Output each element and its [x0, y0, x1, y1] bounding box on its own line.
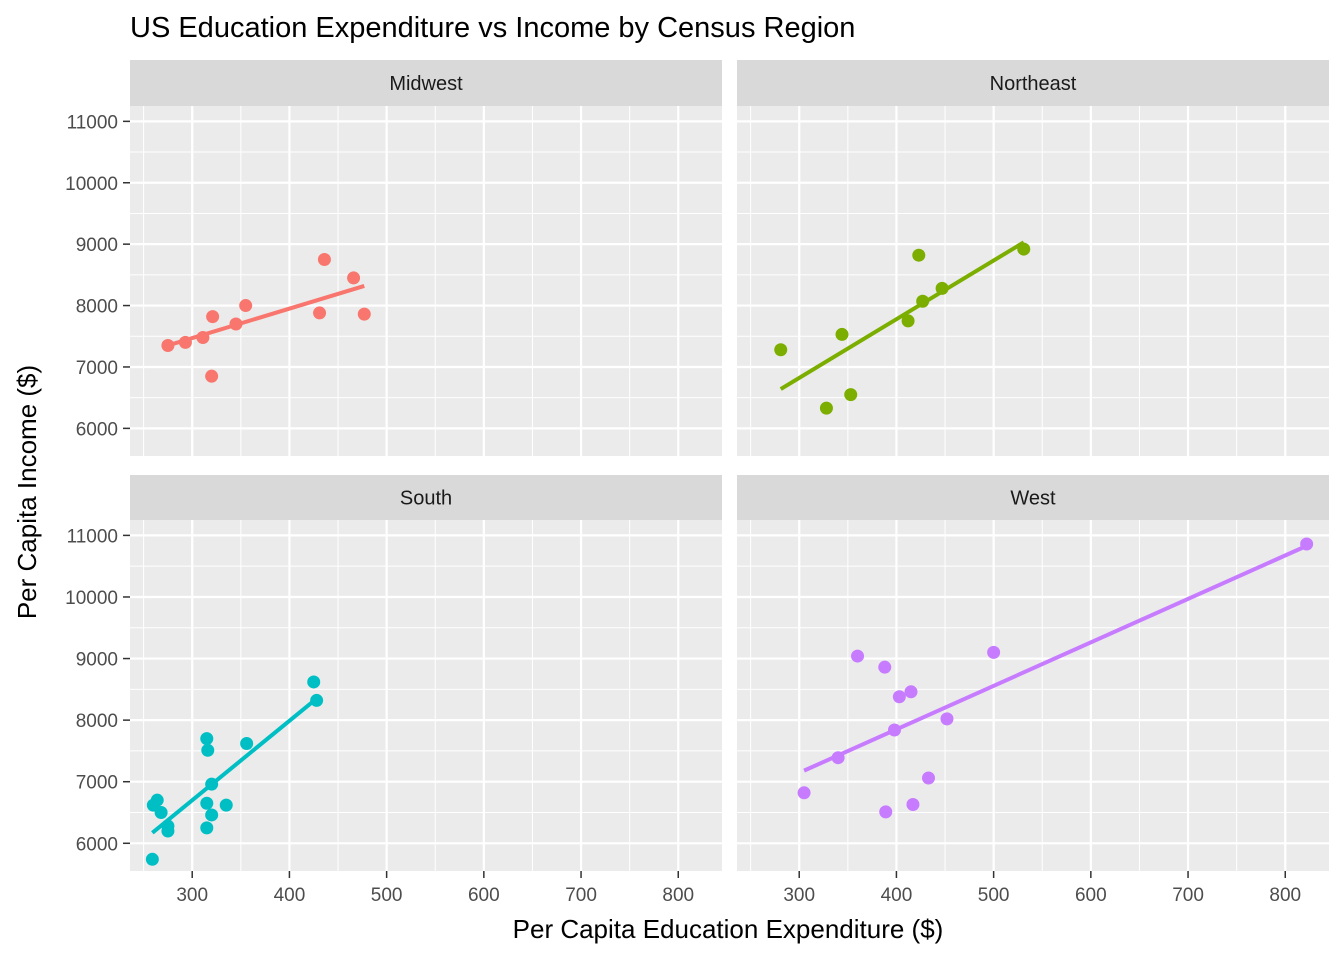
strip-label-northeast: Northeast	[990, 73, 1077, 95]
strip-label-midwest: Midwest	[389, 73, 463, 95]
x-tick-label: 400	[274, 885, 306, 906]
data-point-northeast	[912, 248, 926, 262]
y-axis-title: Per Capita Income ($)	[12, 365, 42, 619]
facet-panels: Midwest Northeast South West	[130, 60, 1329, 871]
data-point-south	[150, 793, 164, 807]
x-axis-title: Per Capita Education Expenditure ($)	[513, 914, 944, 944]
data-point-south	[161, 824, 175, 838]
data-point-northeast	[819, 401, 833, 415]
data-point-northeast	[774, 343, 788, 357]
trend-line-south	[151, 697, 318, 835]
y-tick-label: 6000	[76, 419, 118, 440]
data-point-south	[307, 675, 321, 689]
y-tick-label: 7000	[76, 773, 118, 794]
x-tick-label: 300	[783, 885, 815, 906]
data-point-midwest	[347, 271, 361, 285]
trend-line-northeast	[779, 240, 1025, 391]
panel-background-midwest	[130, 106, 722, 456]
y-tick-label: 10000	[65, 588, 118, 609]
trend-line-west	[803, 544, 1308, 773]
panel-midwest: Midwest	[130, 60, 722, 456]
x-tick-label: 300	[176, 885, 208, 906]
x-tick-label: 800	[662, 885, 694, 906]
data-point-west	[906, 797, 920, 811]
chart-title: US Education Expenditure vs Income by Ce…	[130, 12, 855, 44]
y-tick-label: 7000	[76, 358, 118, 379]
data-point-south	[145, 852, 159, 866]
data-point-west	[878, 660, 892, 674]
strip-south	[130, 475, 722, 520]
y-tick-label: 10000	[65, 174, 118, 195]
panel-south: South	[130, 475, 722, 871]
data-point-west	[904, 685, 918, 699]
strip-northeast	[737, 60, 1329, 106]
x-axes: 300 400 500 600 700 800 300 400 500 600 700 800	[176, 871, 1301, 906]
data-point-west	[797, 786, 811, 800]
x-tick-label: 700	[565, 885, 597, 906]
data-point-midwest	[205, 369, 219, 383]
data-point-midwest	[313, 306, 327, 320]
strip-west	[737, 475, 1329, 520]
data-point-south	[205, 808, 219, 822]
y-tick-label: 9000	[76, 235, 118, 256]
trend-line-midwest	[167, 283, 365, 348]
data-point-south	[200, 732, 214, 746]
x-tick-label: 500	[371, 885, 403, 906]
panel-background-south	[130, 520, 722, 871]
strip-label-west: West	[1010, 488, 1056, 510]
data-point-midwest	[357, 307, 371, 321]
y-tick-label: 8000	[76, 711, 118, 732]
panel-northeast: Northeast	[737, 60, 1329, 456]
y-tick-label: 6000	[76, 834, 118, 855]
panel-background-west	[737, 520, 1329, 871]
data-point-west	[987, 645, 1001, 659]
strip-midwest	[130, 60, 722, 106]
y-axes: 6000 7000 8000 9000 10000 11000 6000 7000 8000 90…	[65, 112, 130, 855]
y-tick-label: 11000	[67, 112, 118, 133]
data-point-south	[219, 798, 233, 812]
data-point-midwest	[206, 310, 220, 324]
data-point-south	[154, 806, 168, 819]
x-tick-label: 700	[1172, 885, 1204, 906]
data-point-west	[940, 712, 954, 726]
x-tick-label: 600	[1075, 885, 1107, 906]
x-tick-label: 500	[978, 885, 1010, 906]
data-point-west	[879, 805, 893, 819]
data-point-south	[201, 743, 215, 757]
data-point-west	[922, 771, 936, 785]
panel-west: West	[737, 475, 1329, 871]
x-tick-label: 400	[881, 885, 913, 906]
data-point-west	[851, 649, 865, 663]
data-point-northeast	[835, 327, 849, 341]
y-tick-label: 11000	[67, 526, 118, 547]
data-point-northeast	[901, 314, 915, 328]
data-point-south	[240, 737, 254, 751]
data-point-northeast	[844, 388, 858, 402]
x-tick-label: 800	[1269, 885, 1301, 906]
y-tick-label: 8000	[76, 297, 118, 318]
data-point-midwest	[317, 253, 331, 267]
data-point-south	[200, 796, 214, 810]
strip-label-south: South	[400, 488, 452, 510]
y-tick-label: 9000	[76, 650, 118, 671]
data-point-midwest	[239, 299, 253, 313]
data-point-west	[892, 690, 906, 704]
x-tick-label: 600	[468, 885, 500, 906]
data-point-south	[200, 821, 214, 835]
